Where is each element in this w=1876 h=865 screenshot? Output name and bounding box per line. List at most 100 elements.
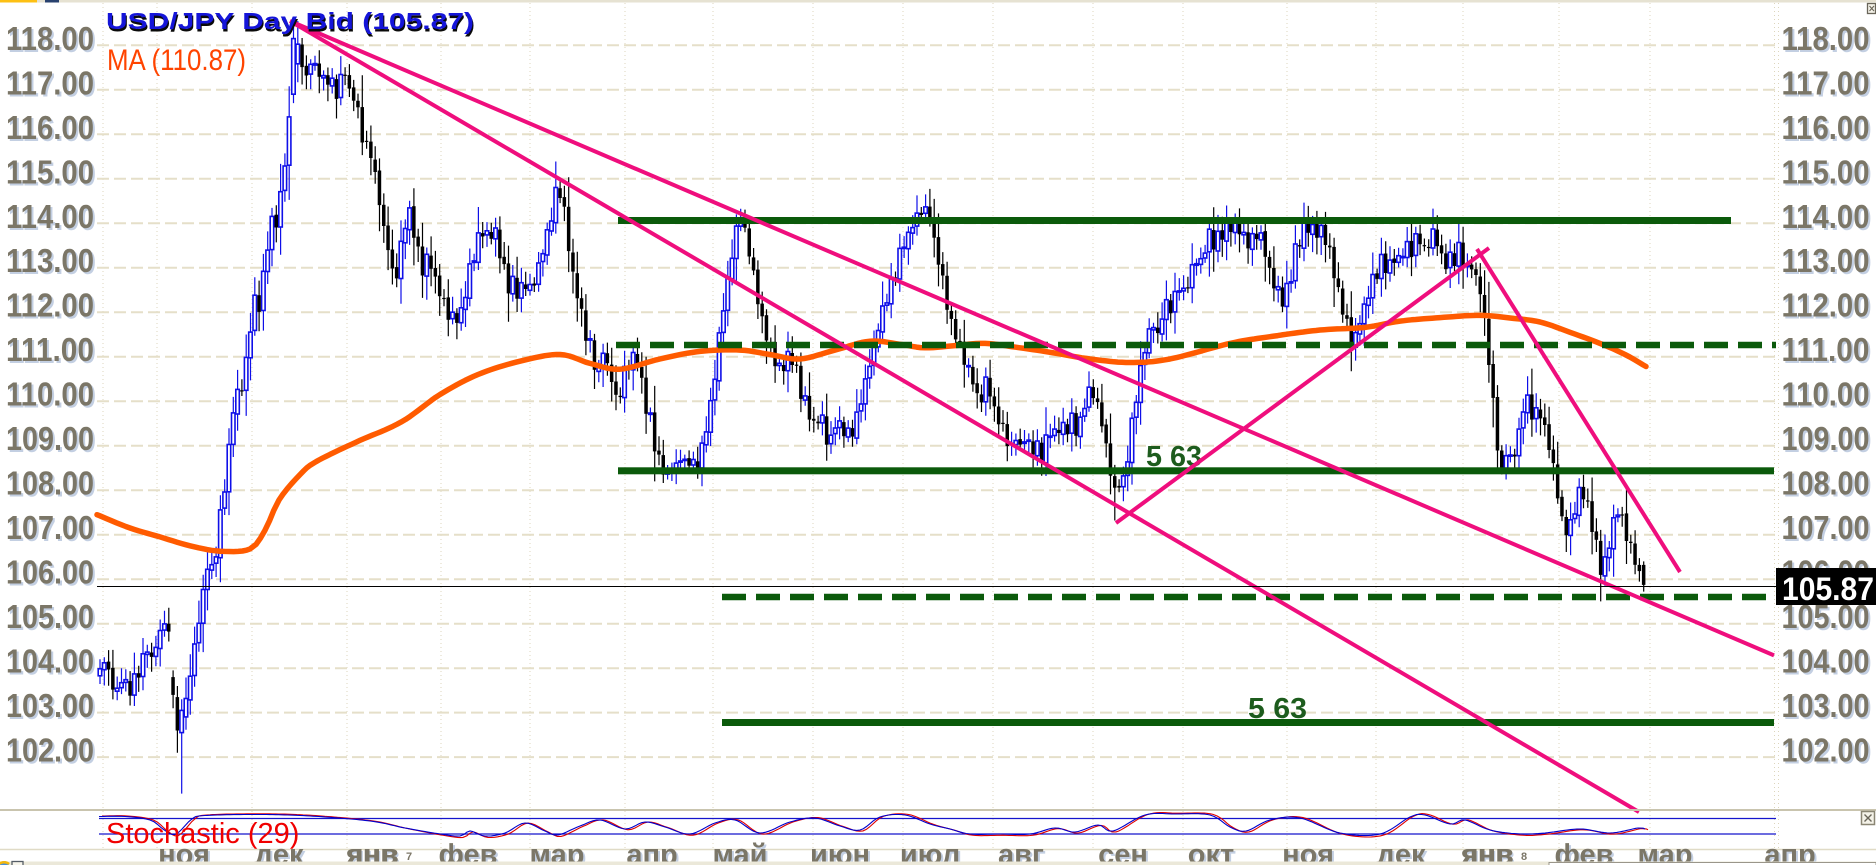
svg-text:115.00: 115.00: [1782, 153, 1870, 190]
svg-text:янв: янв: [345, 839, 398, 865]
svg-text:фев: фев: [1555, 839, 1614, 865]
svg-text:115.00: 115.00: [6, 153, 94, 190]
svg-text:дек: дек: [1378, 841, 1428, 865]
svg-text:104.00: 104.00: [1784, 645, 1872, 682]
svg-text:107.00: 107.00: [1782, 509, 1870, 546]
svg-text:112.00: 112.00: [1782, 287, 1870, 324]
svg-text:113.00: 113.00: [8, 244, 96, 281]
svg-text:мар: мар: [530, 839, 585, 865]
svg-text:янв: янв: [1461, 839, 1514, 865]
svg-text:108.00: 108.00: [1784, 467, 1872, 504]
svg-text:8: 8: [1521, 851, 1527, 863]
svg-text:116.00: 116.00: [1784, 111, 1872, 148]
svg-text:мар: мар: [532, 841, 587, 865]
svg-text:102.00: 102.00: [1782, 732, 1870, 769]
svg-text:117.00: 117.00: [6, 64, 94, 101]
svg-text:105.00: 105.00: [8, 600, 96, 637]
svg-text:янв: янв: [347, 841, 400, 865]
svg-text:116.00: 116.00: [8, 111, 96, 148]
svg-text:дек: дек: [1376, 839, 1426, 865]
svg-text:янв: янв: [346, 839, 399, 865]
svg-text:111.00: 111.00: [1782, 331, 1870, 368]
svg-text:дек: дек: [254, 839, 304, 865]
svg-text:113.00: 113.00: [6, 242, 94, 279]
svg-text:май: май: [712, 839, 767, 865]
svg-text:май: май: [714, 841, 769, 865]
svg-text:мар: мар: [1638, 839, 1693, 865]
svg-text:окт: окт: [1190, 841, 1236, 865]
svg-text:118.00: 118.00: [6, 20, 94, 57]
svg-text:109.00: 109.00: [6, 420, 94, 457]
svg-text:110.00: 110.00: [8, 378, 96, 415]
svg-text:108.00: 108.00: [8, 467, 96, 504]
svg-text:апр: апр: [626, 839, 677, 865]
svg-text:дек: дек: [256, 841, 306, 865]
svg-text:111.00: 111.00: [6, 331, 94, 368]
svg-text:июл: июл: [902, 841, 962, 865]
svg-text:118.00: 118.00: [1784, 22, 1872, 59]
svg-text:фев: фев: [439, 839, 498, 865]
svg-text:107.00: 107.00: [6, 509, 94, 546]
svg-text:апр: апр: [628, 841, 679, 865]
svg-text:108.00: 108.00: [6, 465, 94, 502]
svg-text:USD/JPY Day Bid (105.87): USD/JPY Day Bid (105.87): [107, 11, 475, 37]
svg-text:апр: апр: [1766, 841, 1817, 865]
svg-text:сен: сен: [1098, 839, 1148, 865]
svg-text:117.00: 117.00: [1784, 66, 1872, 103]
svg-text:112.00: 112.00: [6, 287, 94, 324]
svg-text:116.00: 116.00: [1782, 109, 1870, 146]
svg-text:ноя: ноя: [158, 839, 210, 865]
svg-text:фев: фев: [441, 841, 500, 865]
svg-text:MA (110.87): MA (110.87): [107, 44, 246, 77]
svg-text:102.00: 102.00: [6, 732, 94, 769]
svg-text:113.00: 113.00: [1782, 242, 1870, 279]
svg-text:110.00: 110.00: [6, 376, 94, 413]
svg-text:117.00: 117.00: [1782, 64, 1870, 101]
svg-text:105.00: 105.00: [6, 598, 94, 635]
svg-text:ноя: ноя: [1282, 839, 1334, 865]
svg-text:июн: июн: [810, 839, 870, 865]
svg-text:102.00: 102.00: [8, 734, 96, 771]
svg-text:109.00: 109.00: [8, 422, 96, 459]
svg-text:106.00: 106.00: [8, 556, 96, 593]
svg-text:107.00: 107.00: [8, 511, 96, 548]
svg-text:111.00: 111.00: [8, 333, 96, 370]
svg-text:фев: фев: [1557, 841, 1616, 865]
svg-text:авг: авг: [998, 839, 1044, 865]
svg-text:115.00: 115.00: [1784, 155, 1872, 192]
svg-text:103.00: 103.00: [1784, 689, 1872, 726]
svg-text:108.00: 108.00: [1782, 465, 1870, 502]
svg-text:103.00: 103.00: [8, 689, 96, 726]
svg-text:114.00: 114.00: [6, 198, 94, 235]
svg-text:Stochastic (29): Stochastic (29): [106, 818, 299, 850]
svg-text:109.00: 109.00: [1784, 422, 1872, 459]
svg-text:114.00: 114.00: [1784, 200, 1872, 237]
svg-text:118.00: 118.00: [8, 22, 96, 59]
svg-text:авг: авг: [1000, 841, 1046, 865]
svg-text:USD/JPY Day Bid (105.87): USD/JPY Day Bid (105.87): [106, 8, 474, 34]
svg-text:7: 7: [406, 851, 412, 863]
svg-text:112.00: 112.00: [1784, 289, 1872, 326]
svg-text:102.00: 102.00: [1784, 734, 1872, 771]
svg-text:110.00: 110.00: [1784, 378, 1872, 415]
svg-text:112.00: 112.00: [8, 289, 96, 326]
svg-text:104.00: 104.00: [6, 643, 94, 680]
svg-text:мар: мар: [1640, 841, 1695, 865]
svg-text:апр: апр: [1764, 839, 1815, 865]
svg-text:ноя: ноя: [160, 841, 212, 865]
svg-text:103.00: 103.00: [1782, 687, 1870, 724]
svg-text:104.00: 104.00: [1782, 643, 1870, 680]
svg-text:115.00: 115.00: [8, 155, 96, 192]
svg-text:ноя: ноя: [1284, 841, 1336, 865]
svg-text:109.00: 109.00: [1782, 420, 1870, 457]
svg-text:окт: окт: [1188, 839, 1234, 865]
svg-text:янв: янв: [1460, 839, 1513, 865]
svg-text:114.00: 114.00: [1782, 198, 1870, 235]
svg-text:118.00: 118.00: [1782, 20, 1870, 57]
svg-text:июн: июн: [812, 841, 872, 865]
svg-text:110.00: 110.00: [1782, 376, 1870, 413]
svg-text:сен: сен: [1100, 841, 1150, 865]
svg-text:янв: янв: [1462, 841, 1515, 865]
svg-text:107.00: 107.00: [1784, 511, 1872, 548]
svg-text:113.00: 113.00: [1784, 244, 1872, 281]
